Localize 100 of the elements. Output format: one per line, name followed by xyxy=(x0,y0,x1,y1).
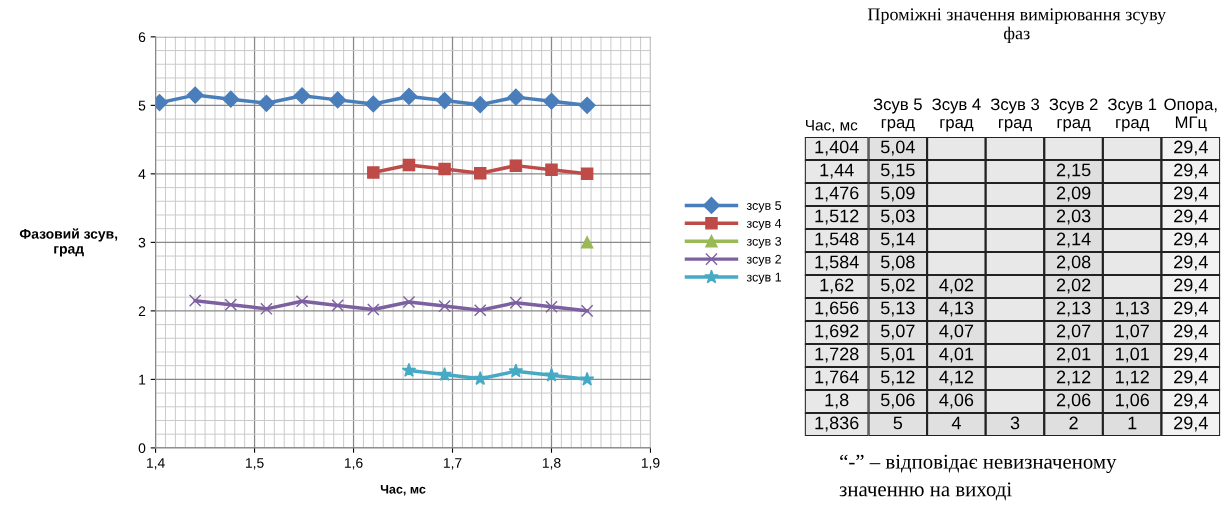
data-label: 5,04 xyxy=(880,140,915,156)
x-tick-label: 1,9 xyxy=(641,457,660,470)
data-label: 4 xyxy=(951,416,961,430)
data-label: 4,13 xyxy=(939,301,974,317)
data-label: 5,06 xyxy=(880,393,915,409)
data-label: 2,01 xyxy=(1056,347,1091,363)
y-tick-label: 0 xyxy=(138,443,146,454)
legend-label: зсув 1 xyxy=(746,272,782,284)
y-tick-label: 1,836 xyxy=(815,416,859,432)
data-label: 5,14 xyxy=(880,232,915,248)
point xyxy=(222,90,240,108)
y-tick-label: 1,548 xyxy=(815,232,859,248)
point xyxy=(580,304,594,318)
point xyxy=(186,86,204,104)
point xyxy=(257,94,275,112)
legend-label: зсув 4 xyxy=(746,219,782,231)
y-tick-label: 1,44 xyxy=(820,163,854,179)
point xyxy=(508,363,524,378)
x-tick-label: 1,5 xyxy=(245,458,264,470)
chart-title: Проміжні значення вимірювання зсуву фаз xyxy=(867,8,1166,44)
data-label: 2 xyxy=(1069,416,1078,430)
x-tick-label: 1,7 xyxy=(443,458,462,470)
point xyxy=(472,371,488,386)
legend-label: зсув 5 xyxy=(746,201,782,213)
y-tick-label: 1,584 xyxy=(815,255,859,271)
point xyxy=(580,236,594,249)
data-label: 2,08 xyxy=(1056,255,1091,271)
y-tick-label: 4 xyxy=(138,169,146,179)
data-label: 5 xyxy=(893,416,903,430)
data-label: 4,07 xyxy=(939,324,974,340)
y-axis-title: Фазовий зсув, град xyxy=(19,228,118,257)
legend-label: зсув 2 xyxy=(746,254,781,267)
point xyxy=(364,95,382,113)
point xyxy=(509,296,523,309)
y-tick-label: 1,692 xyxy=(815,324,859,340)
data-label: 1,12 xyxy=(1116,370,1149,386)
point xyxy=(295,295,309,308)
x-tick-label: Зсув 1 град xyxy=(1108,98,1157,132)
data-label: 1,13 xyxy=(1116,301,1149,317)
data-label: 4,01 xyxy=(939,347,974,363)
text: “-” – відповідає невизначеному значенню на виході xyxy=(839,454,1117,501)
data-label: 5,03 xyxy=(880,209,915,225)
data-label: 2,14 xyxy=(1056,232,1091,248)
data-label: 29,4 xyxy=(1174,163,1208,179)
point xyxy=(367,303,380,316)
y-tick-label: 3 xyxy=(138,237,146,248)
data-label: 2,12 xyxy=(1056,370,1091,386)
data-label: 5,02 xyxy=(880,278,915,294)
y-tick-label: 1,728 xyxy=(815,347,859,363)
data-label: 29,4 xyxy=(1174,232,1208,248)
x-tick-label: 1,6 xyxy=(344,457,363,470)
data-label: 2,03 xyxy=(1056,209,1091,225)
x-tick-label: 1,4 xyxy=(146,458,165,470)
point xyxy=(580,167,594,181)
data-label: 2,09 xyxy=(1056,186,1091,202)
y-tick-label: 1,512 xyxy=(815,209,859,225)
y-tick-label: 1 xyxy=(139,374,146,385)
data-label: 5,07 xyxy=(880,324,915,340)
data-label: 2,02 xyxy=(1056,278,1091,294)
data-label: 29,4 xyxy=(1174,278,1208,294)
point xyxy=(329,91,347,109)
x-tick-label: Зсув 2 град xyxy=(1049,98,1098,132)
data-label: 1,01 xyxy=(1116,347,1149,363)
x-tick-label: Опора, МГц xyxy=(1164,98,1217,132)
data-label: 29,4 xyxy=(1174,209,1208,225)
point xyxy=(578,96,596,114)
point xyxy=(507,88,525,106)
point xyxy=(293,87,311,105)
point xyxy=(438,299,451,313)
point xyxy=(473,303,487,317)
point xyxy=(188,294,202,307)
point xyxy=(402,295,416,309)
data-label: 1 xyxy=(1128,416,1137,430)
x-axis-title: Час, мс xyxy=(380,484,426,496)
point xyxy=(224,298,238,311)
y-tick-label: 1,764 xyxy=(815,370,859,386)
y-tick-label: 1,404 xyxy=(815,140,859,156)
data-label: 29,4 xyxy=(1174,186,1208,202)
data-label: 29,4 xyxy=(1174,393,1208,409)
point xyxy=(438,162,451,176)
data-label: 5,13 xyxy=(880,301,915,317)
data-label: 29,4 xyxy=(1174,301,1208,317)
point xyxy=(367,166,380,179)
point xyxy=(402,158,416,172)
point xyxy=(545,163,558,177)
data-label: 5,08 xyxy=(880,255,915,271)
x-tick-label: Зсув 5 град xyxy=(873,98,922,132)
point xyxy=(400,87,418,106)
point xyxy=(260,302,273,316)
point xyxy=(542,92,561,110)
point xyxy=(471,96,489,114)
x-tick-label: 1,8 xyxy=(542,457,561,470)
x-tick-label: Зсув 4 град xyxy=(932,98,981,132)
data-label: 2,07 xyxy=(1056,324,1091,340)
data-label: 1,06 xyxy=(1116,393,1149,409)
data-label: 5,01 xyxy=(880,347,915,363)
x-tick-label: Зсув 3 град xyxy=(990,98,1040,132)
data-label: 29,4 xyxy=(1174,347,1208,363)
y-tick-label: 1,62 xyxy=(820,278,854,294)
y-tick-label: 2 xyxy=(138,306,146,316)
